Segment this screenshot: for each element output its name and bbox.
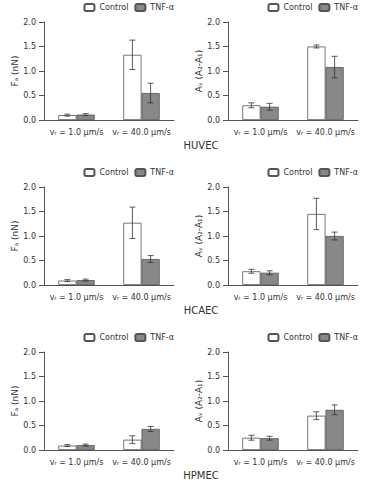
svg-text:0.0: 0.0 <box>207 446 220 455</box>
svg-text:vᵣ = 40.0 μm/s: vᵣ = 40.0 μm/s <box>296 293 355 302</box>
svg-text:2.0: 2.0 <box>23 18 36 27</box>
svg-text:0.0: 0.0 <box>207 281 220 290</box>
svg-text:HCAEC: HCAEC <box>184 305 219 316</box>
svg-text:0.5: 0.5 <box>207 256 220 265</box>
svg-text:1.0: 1.0 <box>23 397 36 406</box>
svg-text:Aᵥ (A₂-A₁): Aᵥ (A₂-A₁) <box>194 380 204 422</box>
svg-text:TNF-α: TNF-α <box>149 333 174 342</box>
svg-text:Control: Control <box>99 168 128 177</box>
svg-text:vᵣ = 1.0 μm/s: vᵣ = 1.0 μm/s <box>234 458 288 467</box>
svg-text:1.5: 1.5 <box>23 372 36 381</box>
svg-text:TNF-α: TNF-α <box>333 333 358 342</box>
svg-text:vᵣ = 1.0 μm/s: vᵣ = 1.0 μm/s <box>234 128 288 137</box>
svg-text:0.5: 0.5 <box>207 421 220 430</box>
svg-text:vᵣ = 40.0 μm/s: vᵣ = 40.0 μm/s <box>112 128 171 137</box>
svg-text:vᵣ = 40.0 μm/s: vᵣ = 40.0 μm/s <box>112 458 171 467</box>
svg-text:vᵣ = 1.0 μm/s: vᵣ = 1.0 μm/s <box>234 293 288 302</box>
svg-text:TNF-α: TNF-α <box>149 168 174 177</box>
svg-text:TNF-α: TNF-α <box>333 168 358 177</box>
svg-text:HUVEC: HUVEC <box>184 140 219 151</box>
svg-text:Fₐ (nN): Fₐ (nN) <box>10 385 20 416</box>
svg-text:0.5: 0.5 <box>23 256 36 265</box>
svg-text:0.5: 0.5 <box>207 91 220 100</box>
svg-text:1.5: 1.5 <box>23 207 36 216</box>
svg-text:vᵣ = 40.0 μm/s: vᵣ = 40.0 μm/s <box>296 128 355 137</box>
svg-text:0.0: 0.0 <box>23 446 36 455</box>
svg-text:2.0: 2.0 <box>23 348 36 357</box>
svg-text:vᵣ = 1.0 μm/s: vᵣ = 1.0 μm/s <box>50 128 104 137</box>
svg-text:vᵣ = 1.0 μm/s: vᵣ = 1.0 μm/s <box>50 293 104 302</box>
svg-text:Fₐ (nN): Fₐ (nN) <box>10 55 20 86</box>
svg-text:Fₐ (nN): Fₐ (nN) <box>10 220 20 251</box>
svg-text:0.0: 0.0 <box>207 116 220 125</box>
svg-text:1.0: 1.0 <box>207 67 220 76</box>
svg-text:0.5: 0.5 <box>23 91 36 100</box>
svg-text:TNF-α: TNF-α <box>149 3 174 12</box>
svg-text:Aᵥ (A₂-A₁): Aᵥ (A₂-A₁) <box>194 50 204 92</box>
svg-text:1.5: 1.5 <box>207 372 220 381</box>
svg-text:1.5: 1.5 <box>207 42 220 51</box>
svg-text:Control: Control <box>99 3 128 12</box>
svg-text:1.5: 1.5 <box>207 207 220 216</box>
svg-text:2.0: 2.0 <box>207 183 220 192</box>
svg-text:Control: Control <box>283 333 312 342</box>
svg-text:2.0: 2.0 <box>207 348 220 357</box>
svg-text:Control: Control <box>99 333 128 342</box>
svg-text:1.0: 1.0 <box>23 232 36 241</box>
svg-text:0.5: 0.5 <box>23 421 36 430</box>
svg-text:1.0: 1.0 <box>207 397 220 406</box>
svg-text:TNF-α: TNF-α <box>333 3 358 12</box>
svg-text:2.0: 2.0 <box>207 18 220 27</box>
svg-text:HPMEC: HPMEC <box>183 470 218 481</box>
svg-text:1.0: 1.0 <box>207 232 220 241</box>
svg-text:1.0: 1.0 <box>23 67 36 76</box>
svg-text:Control: Control <box>283 3 312 12</box>
svg-text:vᵣ = 40.0 μm/s: vᵣ = 40.0 μm/s <box>296 458 355 467</box>
svg-text:Control: Control <box>283 168 312 177</box>
svg-text:0.0: 0.0 <box>23 281 36 290</box>
svg-text:vᵣ = 40.0 μm/s: vᵣ = 40.0 μm/s <box>112 293 171 302</box>
svg-text:Aᵥ (A₂-A₁): Aᵥ (A₂-A₁) <box>194 215 204 257</box>
svg-text:1.5: 1.5 <box>23 42 36 51</box>
svg-text:0.0: 0.0 <box>23 116 36 125</box>
svg-text:2.0: 2.0 <box>23 183 36 192</box>
svg-text:vᵣ = 1.0 μm/s: vᵣ = 1.0 μm/s <box>50 458 104 467</box>
